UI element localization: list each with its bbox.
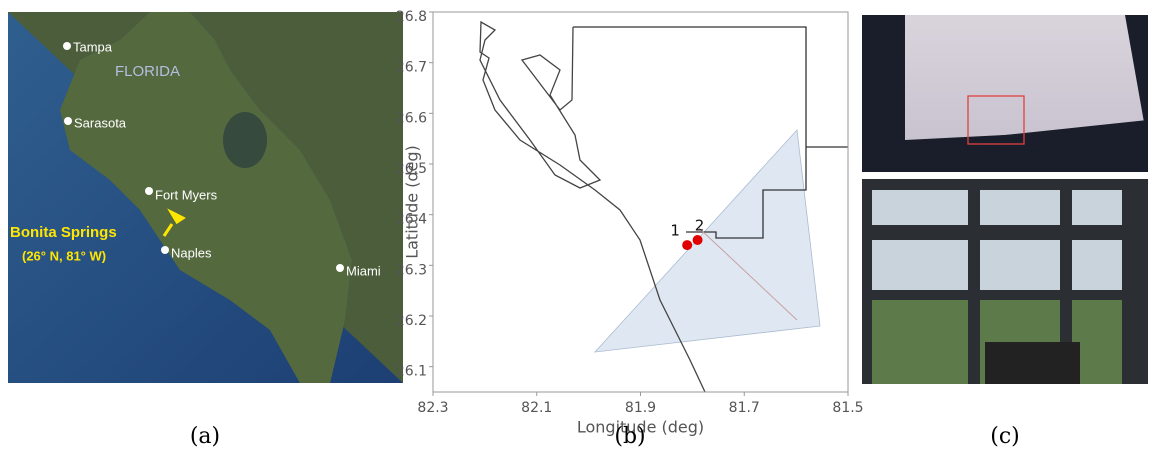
y-tick-label: 26.3 [396,262,427,278]
roi-box [967,95,1025,145]
point-label: 2 [695,217,705,235]
y-tick-label: 26.5 [396,161,427,177]
city-dot [63,42,71,50]
city-label: Tampa [73,39,113,54]
caption: (c) [990,424,1020,449]
x-tick-label: 82.1 [521,400,552,416]
y-tick-label: 26.7 [396,60,427,76]
x-axis-label: Longitude (deg) [577,418,704,437]
state-label: FLORIDA [115,63,180,80]
y-tick-label: 26.2 [396,313,427,329]
map-panel: Tampa FLORIDA Sarasota Fort Myers Naples… [8,12,403,383]
point [692,235,703,245]
y-axis-label: Latitude (deg) [403,145,422,259]
city-label: Miami [346,263,381,278]
city-dot [64,117,72,125]
lake [223,112,267,168]
caption: (a) [190,424,220,449]
window-grid [862,179,1148,384]
x-tick-label: 81.9 [625,400,656,416]
camera [985,342,1080,384]
coastline [479,20,706,393]
view-line [698,227,798,321]
site-pin [162,208,186,237]
y-tick-label: 26.4 [396,212,427,228]
y-tick-label: 26.1 [396,364,427,380]
field-of-view [593,129,821,353]
city-label: Naples [171,245,212,260]
window-frame [862,120,1148,165]
x-tick-label: 82.3 [417,400,448,416]
city-dot [336,264,344,272]
city-dot [145,187,153,195]
city-dot [161,246,169,254]
city-label: Sarasota [74,115,127,130]
photo-panel [862,15,1148,384]
x-tick-label: 81.7 [729,400,760,416]
sky [905,15,1145,140]
caption: (b) [614,424,645,449]
x-tick-label: 81.5 [832,400,863,416]
point-label: 1 [670,222,680,240]
peninsula [8,12,352,383]
y-tick-label: 26.8 [396,9,427,25]
city-label: Fort Myers [155,187,218,202]
boundary [573,26,807,239]
site-coords: (26° N, 81° W) [22,248,106,263]
chart-panel: 82.3 82.1 81.9 81.7 81.5 26.1 26.2 26.3 26.4 26.5… [396,9,864,437]
y-tick-label: 26.6 [396,110,427,126]
site-name: Bonita Springs [10,224,117,241]
point [682,240,693,251]
